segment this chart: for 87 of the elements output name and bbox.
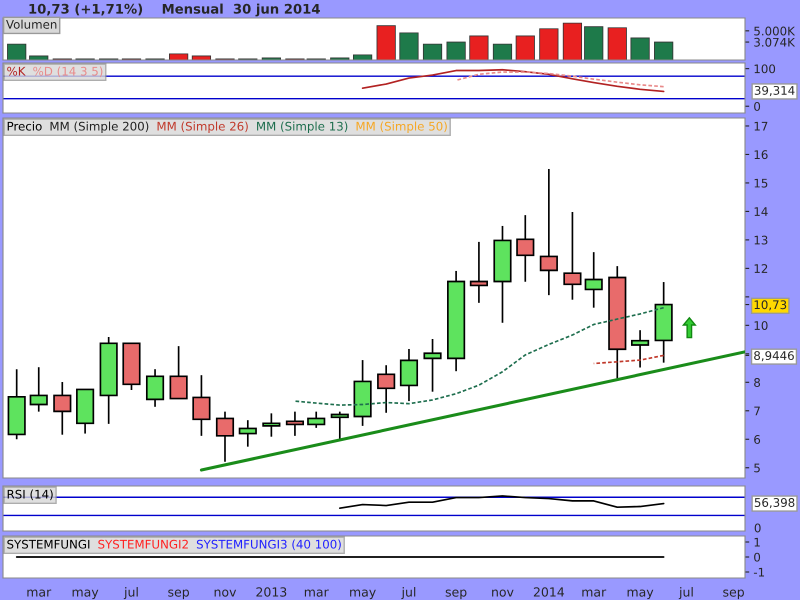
bar [469, 35, 489, 60]
x-tick-label: sep [723, 590, 744, 600]
x-tick-label: jul [678, 587, 693, 600]
text: RSI (14) [8, 490, 53, 500]
candlestick [584, 251, 603, 309]
text: MM (Simple 26) [158, 122, 248, 133]
x-tick-label: jul [401, 587, 416, 600]
legend-label: MM (Simple 50) [356, 122, 447, 133]
candlestick [53, 381, 72, 436]
x-tick-label: nov [492, 590, 514, 597]
x-tick-label: sep [168, 590, 189, 600]
bar [446, 42, 466, 60]
y-tick-label: 1 [754, 538, 760, 546]
candlestick [330, 410, 349, 441]
candlestick [631, 329, 650, 368]
legend-label: SYSTEMFUNGI3 (40 100) [196, 540, 341, 550]
bar [492, 44, 512, 60]
candlestick [146, 368, 164, 408]
y-tick-label: 6 [754, 434, 760, 444]
y-tick-label: 12 [754, 264, 768, 273]
y-tick-label: 0 [754, 102, 760, 111]
text: 39,314 [754, 86, 795, 96]
x-tick-label: mar [304, 590, 329, 597]
bar [399, 32, 419, 60]
text: %D (14 3 5) [33, 66, 102, 78]
y-tick-label: 3.074K [754, 38, 796, 47]
legend-title: Precio [8, 122, 42, 131]
y-tick-label: 13 [754, 236, 768, 245]
legend-label: MM (Simple 200) [50, 122, 148, 133]
y-tick-label: 8 [754, 378, 760, 387]
x-tick-label: sep [446, 590, 466, 600]
y-tick-label: -1 [754, 568, 764, 576]
text: MM (Simple 13) [257, 122, 348, 133]
x-tick-label: 2013 [256, 587, 286, 597]
candlestick [540, 168, 558, 296]
y-tick-label: 16 [754, 150, 768, 160]
candlestick [286, 410, 304, 437]
y-tick-label: 15 [754, 178, 768, 188]
candlestick [170, 345, 188, 400]
y-tick-label: 5.000K [754, 26, 796, 36]
x-tick-label: 2014 [534, 587, 564, 597]
bar [516, 35, 535, 60]
y-tick-label: 17 [754, 122, 768, 130]
x-tick-label: may [350, 590, 376, 600]
y-tick-label: 100 [754, 64, 776, 74]
y-tick-label: 10,73 [754, 300, 786, 310]
bar [169, 53, 188, 60]
bar [608, 27, 627, 60]
candlestick [192, 374, 211, 437]
x-tick-label: may [628, 590, 654, 600]
bar [352, 54, 372, 60]
bar [562, 22, 582, 60]
candlestick [307, 410, 326, 429]
y-tick-label: 7 [754, 406, 760, 416]
x-tick-label: nov [214, 590, 236, 597]
legend-label: SYSTEMFUNGI2 [98, 540, 188, 549]
bar [654, 42, 674, 60]
candlestick [262, 412, 280, 438]
series-label: SYSTEMFUNGI [7, 540, 90, 549]
text: %K [7, 66, 26, 76]
candlestick [470, 241, 488, 304]
x-tick-label: mar [582, 590, 606, 597]
bar [422, 44, 442, 60]
bar [7, 44, 26, 60]
y-tick-label: 5 [754, 464, 760, 472]
y-tick-label: 8,9446 [754, 351, 794, 362]
x-tick-label: jul [124, 587, 138, 600]
bar [376, 25, 396, 60]
bar [539, 28, 558, 60]
y-tick-label: 0 [754, 552, 760, 562]
chart-title: 10,73 (+1,71%) Mensual 30 jun 2014 [29, 4, 320, 16]
candlestick [516, 214, 534, 283]
candlestick [238, 419, 257, 448]
bar [29, 55, 48, 60]
x-tick-label: may [72, 590, 98, 600]
candlestick [30, 366, 48, 412]
bar [630, 38, 650, 60]
candlestick [216, 410, 234, 463]
candlestick [423, 338, 442, 393]
candlestick [563, 211, 582, 301]
y-tick-label: 10 [754, 321, 768, 330]
legend-title: Volumen [6, 20, 56, 29]
candlestick [377, 364, 396, 414]
text: 56,398 [754, 498, 794, 508]
x-tick-label: mar [27, 590, 52, 597]
y-tick-label: 14 [754, 207, 768, 216]
bar [584, 26, 604, 60]
